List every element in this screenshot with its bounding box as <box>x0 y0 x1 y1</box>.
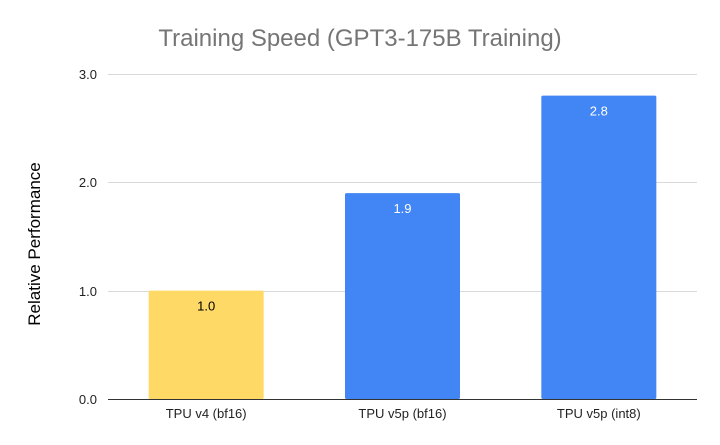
x-tick-label: TPU v5p (bf16) <box>358 406 446 421</box>
data-label: 1.9 <box>393 201 411 216</box>
bars <box>148 95 657 400</box>
y-tick-label: 0.0 <box>79 392 97 407</box>
bar <box>148 290 264 399</box>
y-tick-label: 1.0 <box>79 284 97 299</box>
y-axis-label: Relative Performance <box>25 162 44 325</box>
bar <box>541 95 657 400</box>
x-tick-label: TPU v4 (bf16) <box>166 406 247 421</box>
chart-title: Training Speed (GPT3-175B Training) <box>158 25 561 52</box>
x-tick-label: TPU v5p (int8) <box>557 406 641 421</box>
data-label: 1.0 <box>197 299 215 314</box>
y-axis-ticks: 0.0 1.0 2.0 3.0 <box>79 67 97 407</box>
y-tick-label: 3.0 <box>79 67 97 82</box>
data-label: 2.8 <box>590 104 608 119</box>
x-axis-ticks: TPU v4 (bf16) TPU v5p (bf16) TPU v5p (int8… <box>166 406 641 421</box>
y-tick-label: 2.0 <box>79 175 97 190</box>
bar <box>345 193 460 399</box>
data-labels: 1.0 1.9 2.8 <box>197 104 608 314</box>
